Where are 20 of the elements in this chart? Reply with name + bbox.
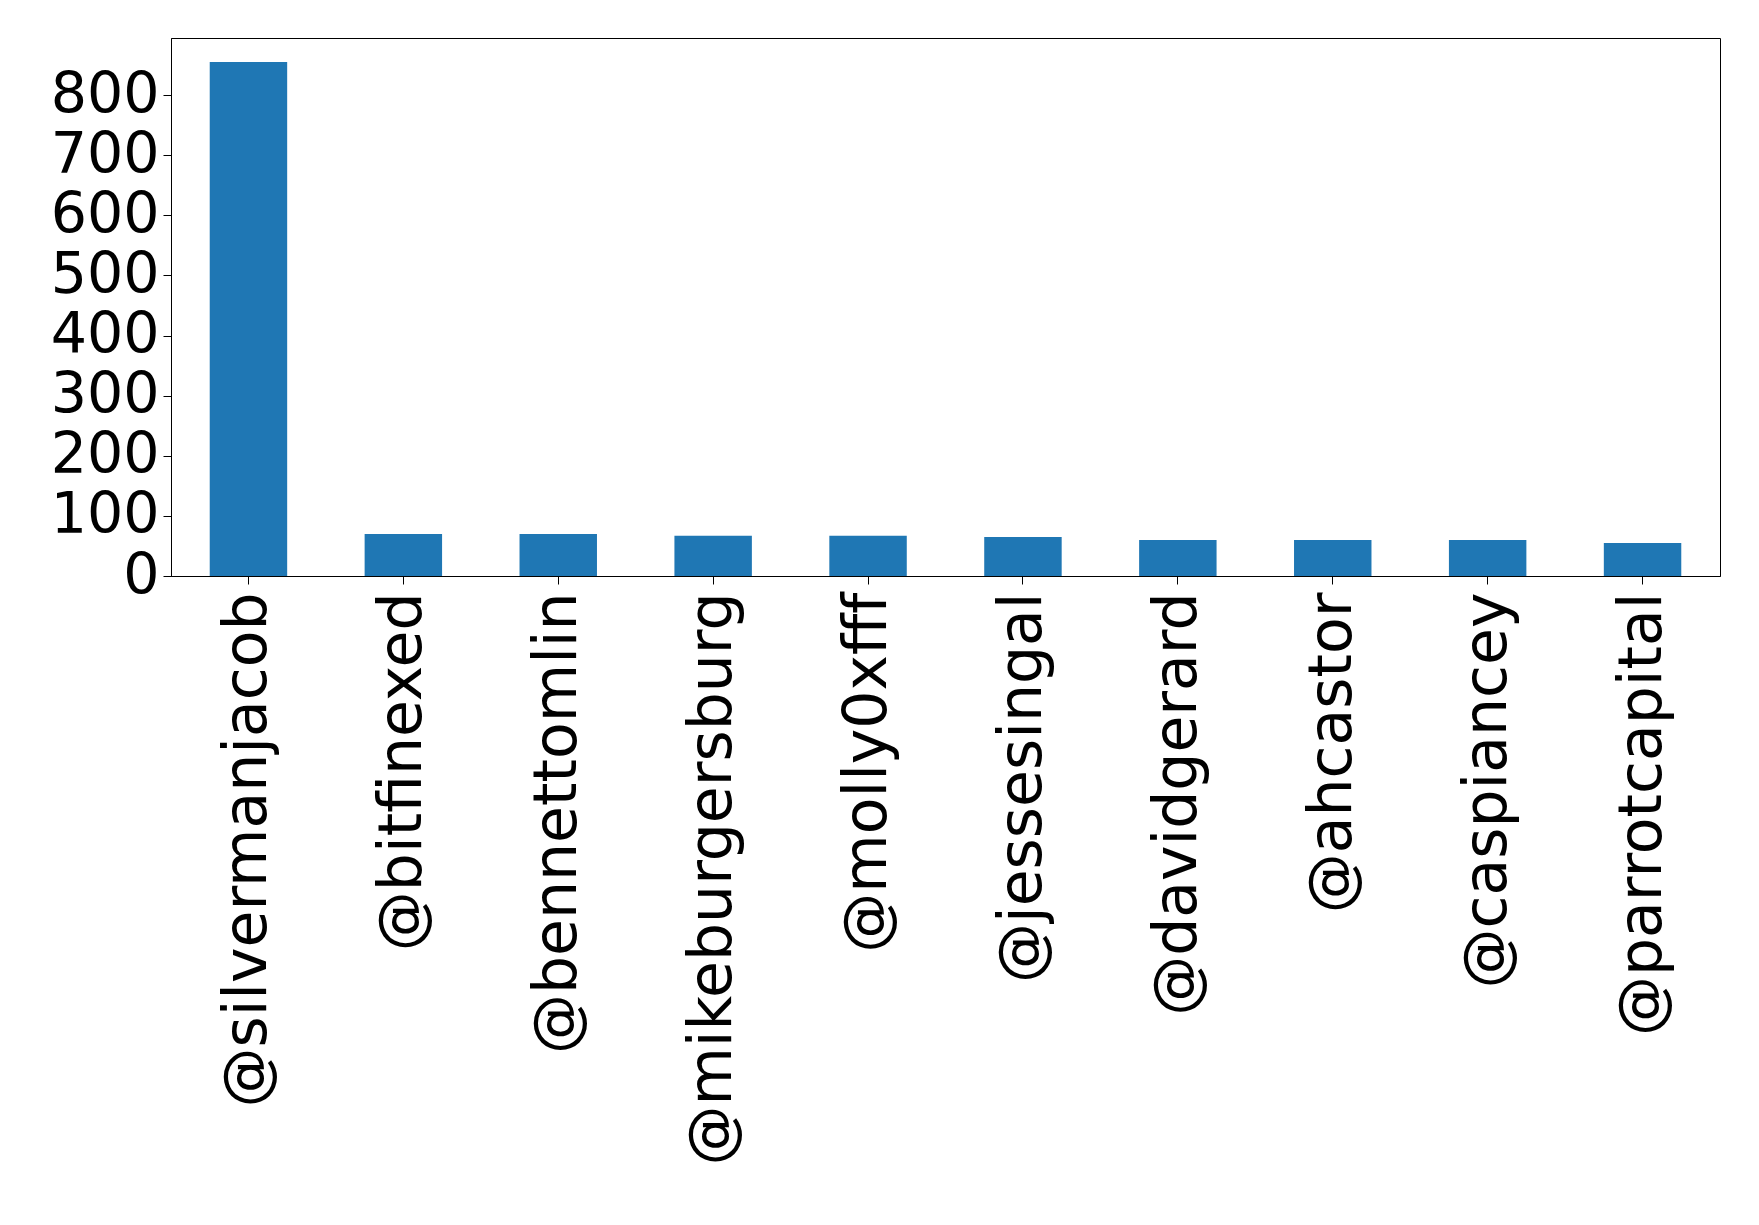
x-tick-label: @ahcastor (1294, 592, 1365, 914)
bar (364, 533, 443, 576)
x-tick-label: @mikeburgersburg (675, 592, 746, 1166)
x-tick-label: @bennettomlin (520, 592, 591, 1055)
bar (1294, 539, 1372, 576)
bar (519, 533, 597, 576)
bar (209, 62, 288, 576)
x-tick-label: @jessesingal (984, 592, 1055, 983)
x-tick-label: @parrotcapital (1604, 592, 1675, 1037)
x-tick-label: @molly0xfff (830, 590, 901, 953)
bar (984, 536, 1062, 576)
bar (829, 535, 907, 576)
bar (674, 535, 752, 576)
x-tick-label: @davidgerard (1139, 592, 1210, 1016)
bar (1603, 542, 1682, 576)
x-tick-label: @caspiancey (1449, 592, 1520, 989)
bar (1139, 539, 1217, 576)
x-tick-label: @bitfinexed (365, 592, 436, 952)
bar (1448, 539, 1527, 576)
x-tick-label: @silvermanjacob (210, 592, 281, 1108)
